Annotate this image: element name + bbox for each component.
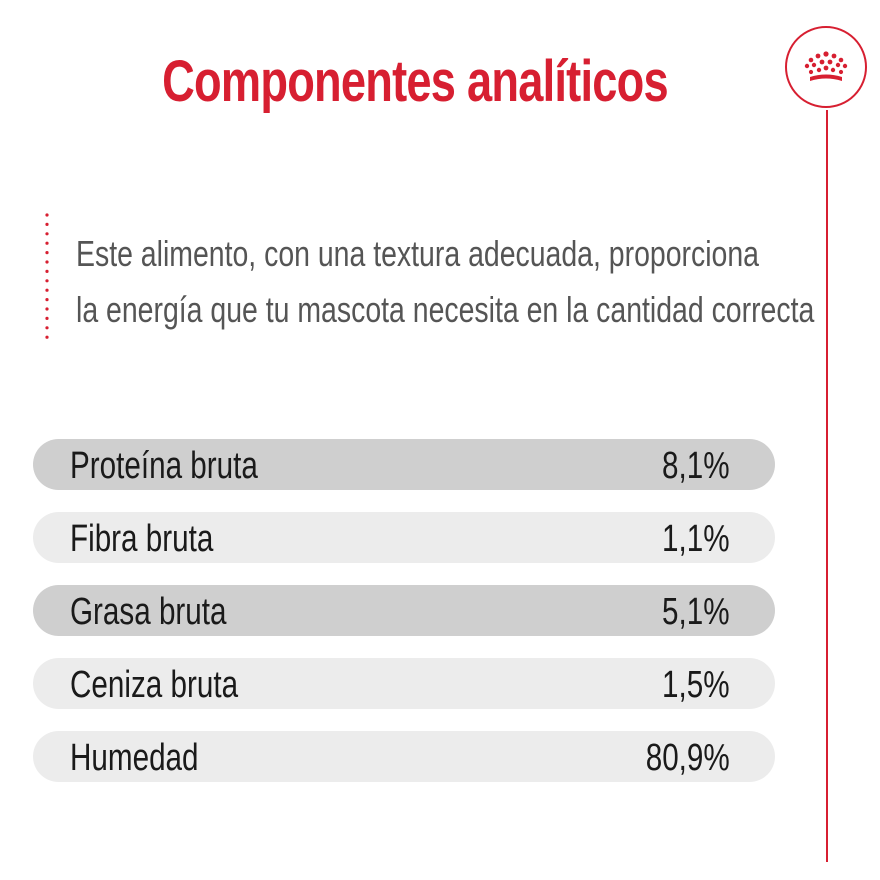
component-row: Proteína bruta 8,1% [33,439,775,490]
component-row: Ceniza bruta 1,5% [33,658,775,709]
divider-dot [45,298,49,302]
component-value: 1,1% [662,518,730,560]
divider-dot [45,307,49,311]
page-title: Componentes analíticos [162,49,668,114]
divider-dot [45,232,49,236]
brand-logo-badge [785,26,867,108]
description-line-1: Este alimento, con una textura adecuada,… [76,233,760,274]
divider-dot [45,251,49,255]
divider-dot [45,222,49,226]
analytic-components-table: Proteína bruta 8,1% Fibra bruta 1,1% Gra… [33,439,775,804]
divider-dot [45,288,49,292]
dotted-divider [45,213,49,339]
description-text: Este alimento, con una textura adecuada,… [76,226,814,338]
component-label: Grasa bruta [70,591,227,633]
divider-dot [45,335,49,339]
component-label: Humedad [70,737,199,779]
component-row: Humedad 80,9% [33,731,775,782]
divider-dot [45,279,49,283]
decorative-vertical-line [826,110,828,862]
component-label: Ceniza bruta [70,664,239,706]
divider-dot [45,326,49,330]
divider-dot [45,269,49,273]
component-row: Grasa bruta 5,1% [33,585,775,636]
component-label: Fibra bruta [70,518,214,560]
component-row: Fibra bruta 1,1% [33,512,775,563]
divider-dot [45,260,49,264]
component-label: Proteína bruta [70,445,258,487]
component-value: 5,1% [662,591,730,633]
component-value: 1,5% [662,664,730,706]
divider-dot [45,316,49,320]
component-value: 80,9% [645,737,730,779]
divider-dot [45,213,49,217]
crown-icon [804,51,848,81]
description-line-2: la energía que tu mascota necesita en la… [76,289,815,330]
component-value: 8,1% [662,445,730,487]
divider-dot [45,241,49,245]
